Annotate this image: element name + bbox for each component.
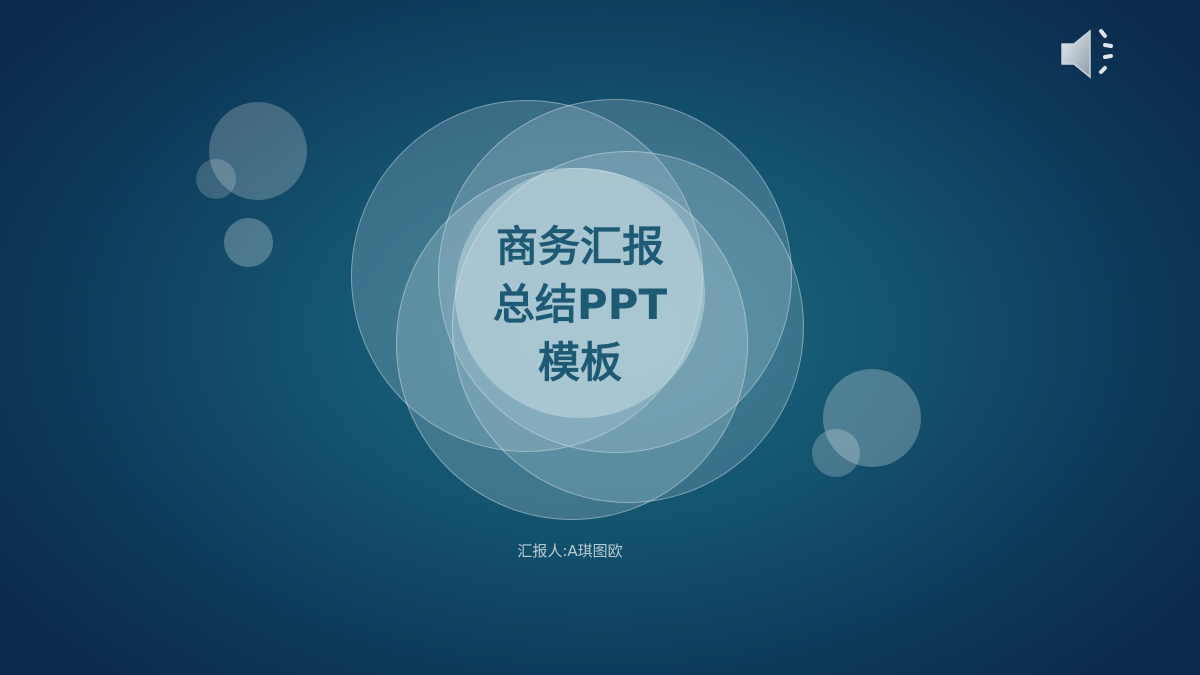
decorative-bubble	[196, 159, 236, 199]
decorative-bubble	[209, 102, 307, 200]
decorative-circle-core	[455, 168, 705, 418]
slide-title-line: 商务汇报	[495, 222, 664, 271]
audio-button[interactable]	[1058, 24, 1122, 84]
decorative-bubble	[812, 429, 860, 477]
slide-title: 商务汇报 总结PPT 模板	[460, 218, 700, 392]
slide-title-line: 总结PPT	[492, 280, 668, 329]
decorative-bubble	[823, 369, 921, 467]
decorative-bubble	[224, 218, 273, 267]
presenter-label: 汇报人:A琪图欧	[517, 542, 623, 560]
slide-title-line: 模板	[537, 338, 622, 387]
decorative-circle	[452, 151, 804, 503]
speaker-icon	[1061, 29, 1113, 79]
